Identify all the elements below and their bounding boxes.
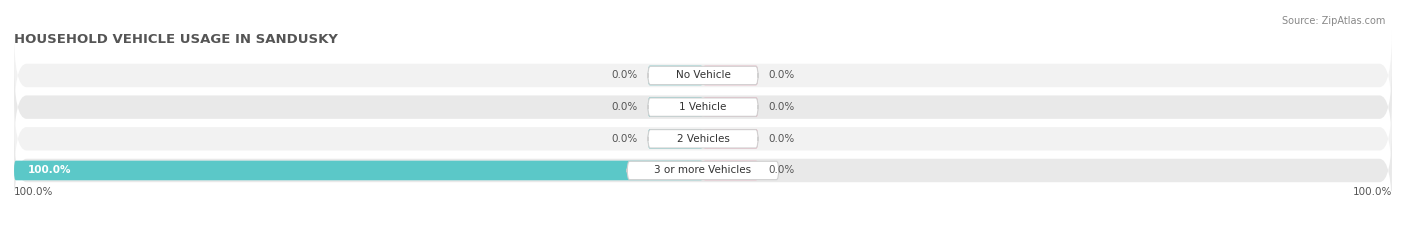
FancyBboxPatch shape (648, 66, 703, 85)
FancyBboxPatch shape (703, 97, 758, 117)
Text: 100.0%: 100.0% (28, 165, 72, 175)
FancyBboxPatch shape (14, 62, 1392, 152)
Text: Source: ZipAtlas.com: Source: ZipAtlas.com (1281, 16, 1385, 26)
Text: 100.0%: 100.0% (1353, 187, 1392, 197)
FancyBboxPatch shape (14, 93, 1392, 184)
FancyBboxPatch shape (648, 129, 703, 149)
Text: 0.0%: 0.0% (769, 134, 794, 144)
Text: 1 Vehicle: 1 Vehicle (679, 102, 727, 112)
FancyBboxPatch shape (648, 98, 758, 116)
Text: 0.0%: 0.0% (769, 102, 794, 112)
Text: 0.0%: 0.0% (769, 165, 794, 175)
Text: HOUSEHOLD VEHICLE USAGE IN SANDUSKY: HOUSEHOLD VEHICLE USAGE IN SANDUSKY (14, 33, 337, 46)
Text: 0.0%: 0.0% (612, 70, 637, 80)
FancyBboxPatch shape (14, 161, 703, 180)
FancyBboxPatch shape (703, 66, 758, 85)
Text: 0.0%: 0.0% (769, 70, 794, 80)
Text: No Vehicle: No Vehicle (675, 70, 731, 80)
FancyBboxPatch shape (648, 97, 703, 117)
Text: 3 or more Vehicles: 3 or more Vehicles (654, 165, 752, 175)
Text: 0.0%: 0.0% (612, 102, 637, 112)
Text: 0.0%: 0.0% (612, 134, 637, 144)
FancyBboxPatch shape (648, 66, 758, 85)
FancyBboxPatch shape (14, 125, 1392, 216)
FancyBboxPatch shape (14, 30, 1392, 121)
FancyBboxPatch shape (648, 130, 758, 148)
FancyBboxPatch shape (703, 129, 758, 149)
FancyBboxPatch shape (627, 161, 779, 180)
FancyBboxPatch shape (703, 161, 758, 180)
Text: 2 Vehicles: 2 Vehicles (676, 134, 730, 144)
Text: 100.0%: 100.0% (14, 187, 53, 197)
